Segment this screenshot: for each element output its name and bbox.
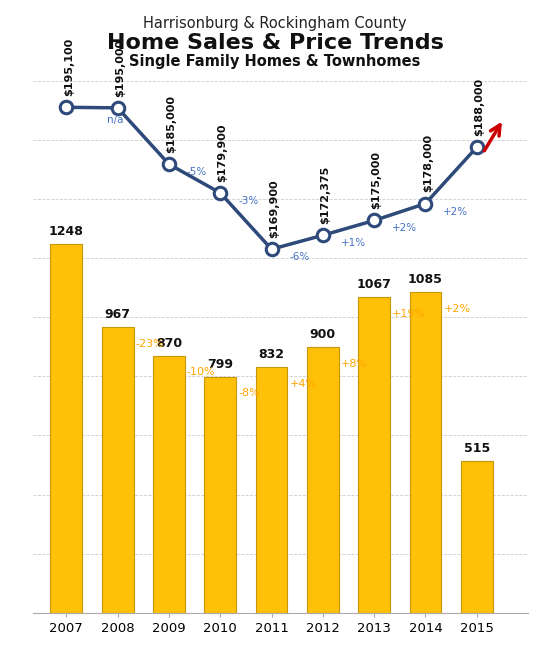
Text: +8%: +8% [341, 358, 368, 368]
Text: 870: 870 [156, 337, 182, 350]
Text: 1085: 1085 [408, 273, 443, 286]
Text: +2%: +2% [443, 206, 469, 217]
Text: 1248: 1248 [49, 225, 84, 238]
Bar [102, 327, 134, 613]
Text: $175,000: $175,000 [372, 152, 382, 210]
Text: $172,375: $172,375 [320, 166, 330, 224]
Text: $179,900: $179,900 [218, 123, 228, 182]
Text: -5%: -5% [187, 167, 207, 177]
Text: Single Family Homes & Townhomes: Single Family Homes & Townhomes [129, 54, 421, 69]
Text: -10%: -10% [187, 368, 216, 378]
Text: 967: 967 [104, 308, 131, 321]
Text: 900: 900 [310, 328, 336, 341]
Text: +2%: +2% [392, 223, 417, 233]
Text: 832: 832 [258, 348, 284, 361]
Text: $169,900: $169,900 [269, 179, 279, 238]
Bar [461, 461, 493, 613]
Text: 1067: 1067 [357, 279, 392, 291]
Text: $178,000: $178,000 [423, 134, 433, 192]
Bar [307, 347, 339, 613]
Text: +2%: +2% [443, 304, 470, 314]
Text: $185,000: $185,000 [166, 95, 177, 153]
Text: Home Sales & Price Trends: Home Sales & Price Trends [107, 33, 443, 53]
Bar [256, 367, 288, 613]
Text: -8%: -8% [238, 388, 260, 399]
Bar [205, 377, 236, 613]
Text: n/a: n/a [107, 115, 123, 125]
Text: $195,100: $195,100 [64, 38, 74, 96]
Text: $195,000: $195,000 [115, 38, 125, 97]
Text: -23%: -23% [136, 339, 164, 349]
Bar [358, 297, 390, 613]
Text: 799: 799 [207, 358, 233, 371]
Text: -6%: -6% [289, 252, 310, 262]
Text: 515: 515 [464, 442, 490, 455]
Text: $188,000: $188,000 [474, 78, 484, 136]
Text: +19%: +19% [392, 309, 426, 319]
Bar [51, 244, 82, 613]
Text: +1%: +1% [341, 238, 366, 248]
Text: +4%: +4% [289, 379, 317, 389]
Text: -3%: -3% [238, 196, 258, 206]
Bar [410, 292, 441, 613]
Bar [153, 356, 185, 613]
Text: Harrisonburg & Rockingham County: Harrisonburg & Rockingham County [143, 16, 407, 32]
